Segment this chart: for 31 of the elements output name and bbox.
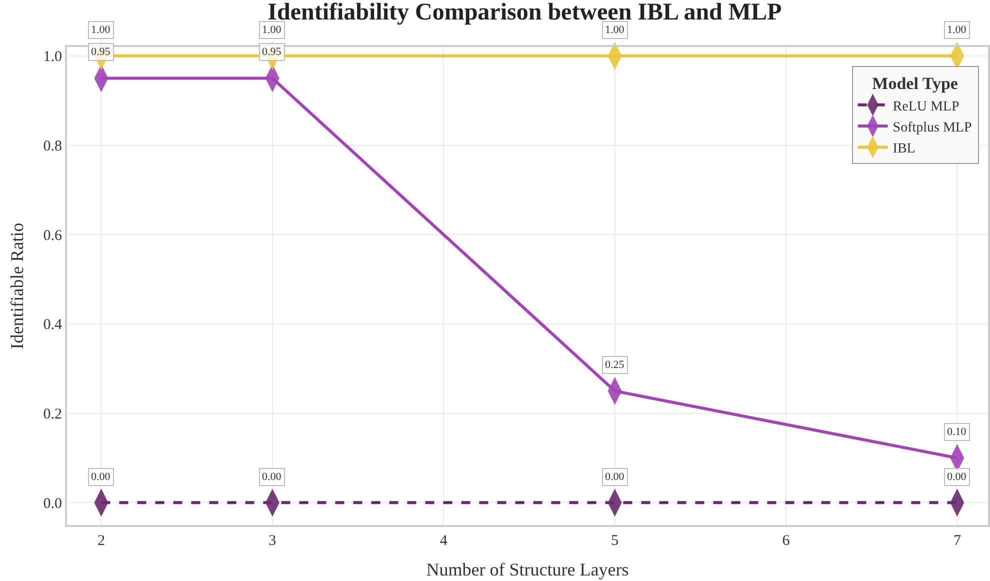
chart-title: Identifiability Comparison between IBL and MLP (268, 0, 782, 26)
y-tick-label: 0.6 (43, 228, 62, 244)
data-label: 0.00 (605, 471, 625, 483)
y-tick-label: 0.2 (43, 406, 62, 423)
data-label: 1.00 (605, 24, 625, 36)
x-tick-label: 4 (440, 533, 448, 549)
data-label: 0.25 (605, 359, 625, 371)
data-label: 0.00 (91, 471, 111, 483)
x-tick-label: 5 (611, 533, 619, 549)
x-tick-label: 7 (953, 533, 962, 549)
x-tick-label: 6 (782, 533, 790, 549)
data-label: 0.95 (262, 46, 282, 58)
y-axis-title: Identifiable Ratio (6, 222, 27, 350)
legend-label: ReLU MLP (892, 99, 960, 114)
data-label: 1.00 (947, 24, 967, 36)
y-tick-label: 0.4 (43, 317, 62, 334)
data-label: 0.00 (947, 471, 967, 483)
legend-title: Model Type (872, 74, 958, 94)
x-tick-label: 2 (97, 533, 105, 549)
x-tick-label: 3 (268, 533, 276, 549)
data-label: 0.95 (91, 46, 111, 58)
y-tick-label: 0.8 (43, 138, 62, 155)
y-tick-label: 1.0 (43, 49, 62, 66)
x-axis-title: Number of Structure Layers (426, 560, 629, 580)
y-tick-label: 0.0 (43, 496, 62, 512)
legend-label: IBL (892, 142, 916, 157)
data-label: 1.00 (91, 24, 111, 36)
data-label: 1.00 (262, 24, 282, 36)
legend-label: Softplus MLP (892, 120, 972, 136)
data-label: 0.10 (947, 426, 967, 438)
data-label: 0.00 (262, 471, 282, 483)
